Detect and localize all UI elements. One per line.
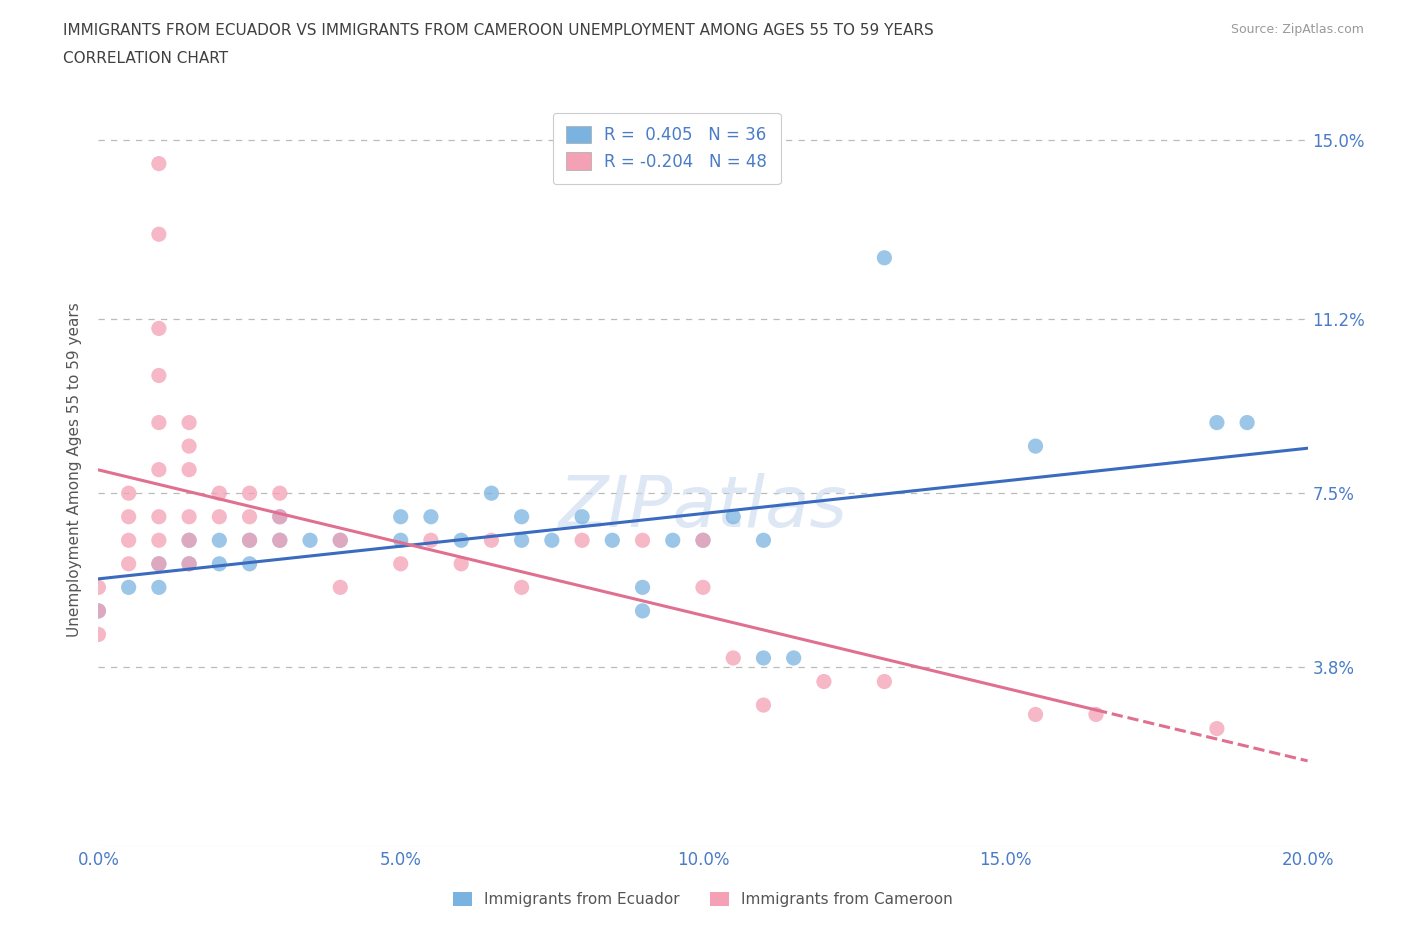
Point [269, 533, 291, 548]
Point [148, 321, 170, 336]
Point [148, 510, 170, 525]
Point [813, 674, 835, 689]
Point [118, 533, 141, 548]
Point [148, 462, 170, 477]
Text: IMMIGRANTS FROM ECUADOR VS IMMIGRANTS FROM CAMEROON UNEMPLOYMENT AMONG AGES 55 T: IMMIGRANTS FROM ECUADOR VS IMMIGRANTS FR… [63, 23, 934, 38]
Point [661, 533, 683, 548]
Point [873, 250, 896, 265]
Point [450, 533, 472, 548]
Point [571, 510, 593, 525]
Point [269, 510, 291, 525]
Point [239, 533, 262, 548]
Point [118, 556, 141, 571]
Point [179, 462, 201, 477]
Point [329, 533, 352, 548]
Point [510, 580, 533, 595]
Point [87, 580, 110, 595]
Point [723, 510, 745, 525]
Point [87, 604, 110, 618]
Point [148, 368, 170, 383]
Point [631, 533, 654, 548]
Point [510, 510, 533, 525]
Point [269, 485, 291, 500]
Legend: R =  0.405   N = 36, R = -0.204   N = 48: R = 0.405 N = 36, R = -0.204 N = 48 [553, 113, 780, 184]
Point [179, 533, 201, 548]
Point [239, 533, 262, 548]
Point [179, 439, 201, 454]
Point [118, 485, 141, 500]
Point [148, 580, 170, 595]
Point [1206, 415, 1229, 430]
Point [692, 533, 714, 548]
Point [723, 651, 745, 666]
Point [87, 604, 110, 618]
Point [329, 533, 352, 548]
Point [269, 533, 291, 548]
Point [450, 556, 472, 571]
Point [873, 674, 896, 689]
Legend: Immigrants from Ecuador, Immigrants from Cameroon: Immigrants from Ecuador, Immigrants from… [447, 885, 959, 913]
Point [752, 698, 775, 712]
Point [239, 556, 262, 571]
Point [692, 533, 714, 548]
Point [87, 627, 110, 642]
Point [148, 556, 170, 571]
Point [118, 510, 141, 525]
Point [208, 510, 231, 525]
Point [148, 415, 170, 430]
Point [571, 533, 593, 548]
Point [752, 651, 775, 666]
Point [602, 533, 624, 548]
Point [179, 556, 201, 571]
Point [1206, 721, 1229, 736]
Point [148, 156, 170, 171]
Point [1024, 707, 1046, 722]
Point [481, 485, 503, 500]
Y-axis label: Unemployment Among Ages 55 to 59 years: Unemployment Among Ages 55 to 59 years [67, 302, 83, 637]
Point [269, 510, 291, 525]
Point [389, 556, 412, 571]
Point [179, 415, 201, 430]
Point [329, 580, 352, 595]
Point [389, 510, 412, 525]
Point [540, 533, 562, 548]
Point [208, 533, 231, 548]
Point [481, 533, 503, 548]
Point [208, 556, 231, 571]
Text: ZIPatlas: ZIPatlas [558, 472, 848, 542]
Point [1236, 415, 1258, 430]
Point [1024, 439, 1046, 454]
Point [239, 510, 262, 525]
Point [148, 227, 170, 242]
Text: Source: ZipAtlas.com: Source: ZipAtlas.com [1230, 23, 1364, 36]
Text: CORRELATION CHART: CORRELATION CHART [63, 51, 228, 66]
Point [208, 485, 231, 500]
Point [299, 533, 322, 548]
Point [179, 533, 201, 548]
Point [239, 485, 262, 500]
Point [420, 510, 443, 525]
Point [118, 580, 141, 595]
Point [179, 510, 201, 525]
Point [692, 580, 714, 595]
Point [420, 533, 443, 548]
Point [752, 533, 775, 548]
Point [179, 556, 201, 571]
Point [148, 556, 170, 571]
Point [631, 580, 654, 595]
Point [1085, 707, 1108, 722]
Point [783, 651, 806, 666]
Point [510, 533, 533, 548]
Point [631, 604, 654, 618]
Point [389, 533, 412, 548]
Point [148, 533, 170, 548]
